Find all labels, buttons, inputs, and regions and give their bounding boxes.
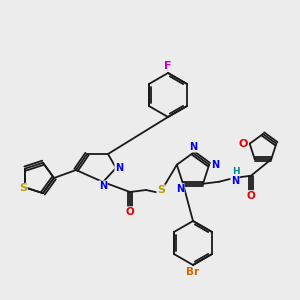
Text: S: S bbox=[19, 183, 27, 194]
Text: F: F bbox=[164, 61, 172, 71]
Text: N: N bbox=[176, 184, 184, 194]
Text: O: O bbox=[239, 139, 248, 149]
Text: N: N bbox=[231, 176, 239, 186]
Text: N: N bbox=[115, 163, 123, 173]
Text: N: N bbox=[211, 160, 219, 170]
Text: H: H bbox=[232, 167, 240, 176]
Text: Br: Br bbox=[186, 267, 200, 277]
Text: S: S bbox=[157, 185, 165, 195]
Text: N: N bbox=[99, 181, 107, 191]
Text: O: O bbox=[247, 191, 255, 201]
Text: N: N bbox=[189, 142, 197, 152]
Text: O: O bbox=[126, 207, 134, 217]
